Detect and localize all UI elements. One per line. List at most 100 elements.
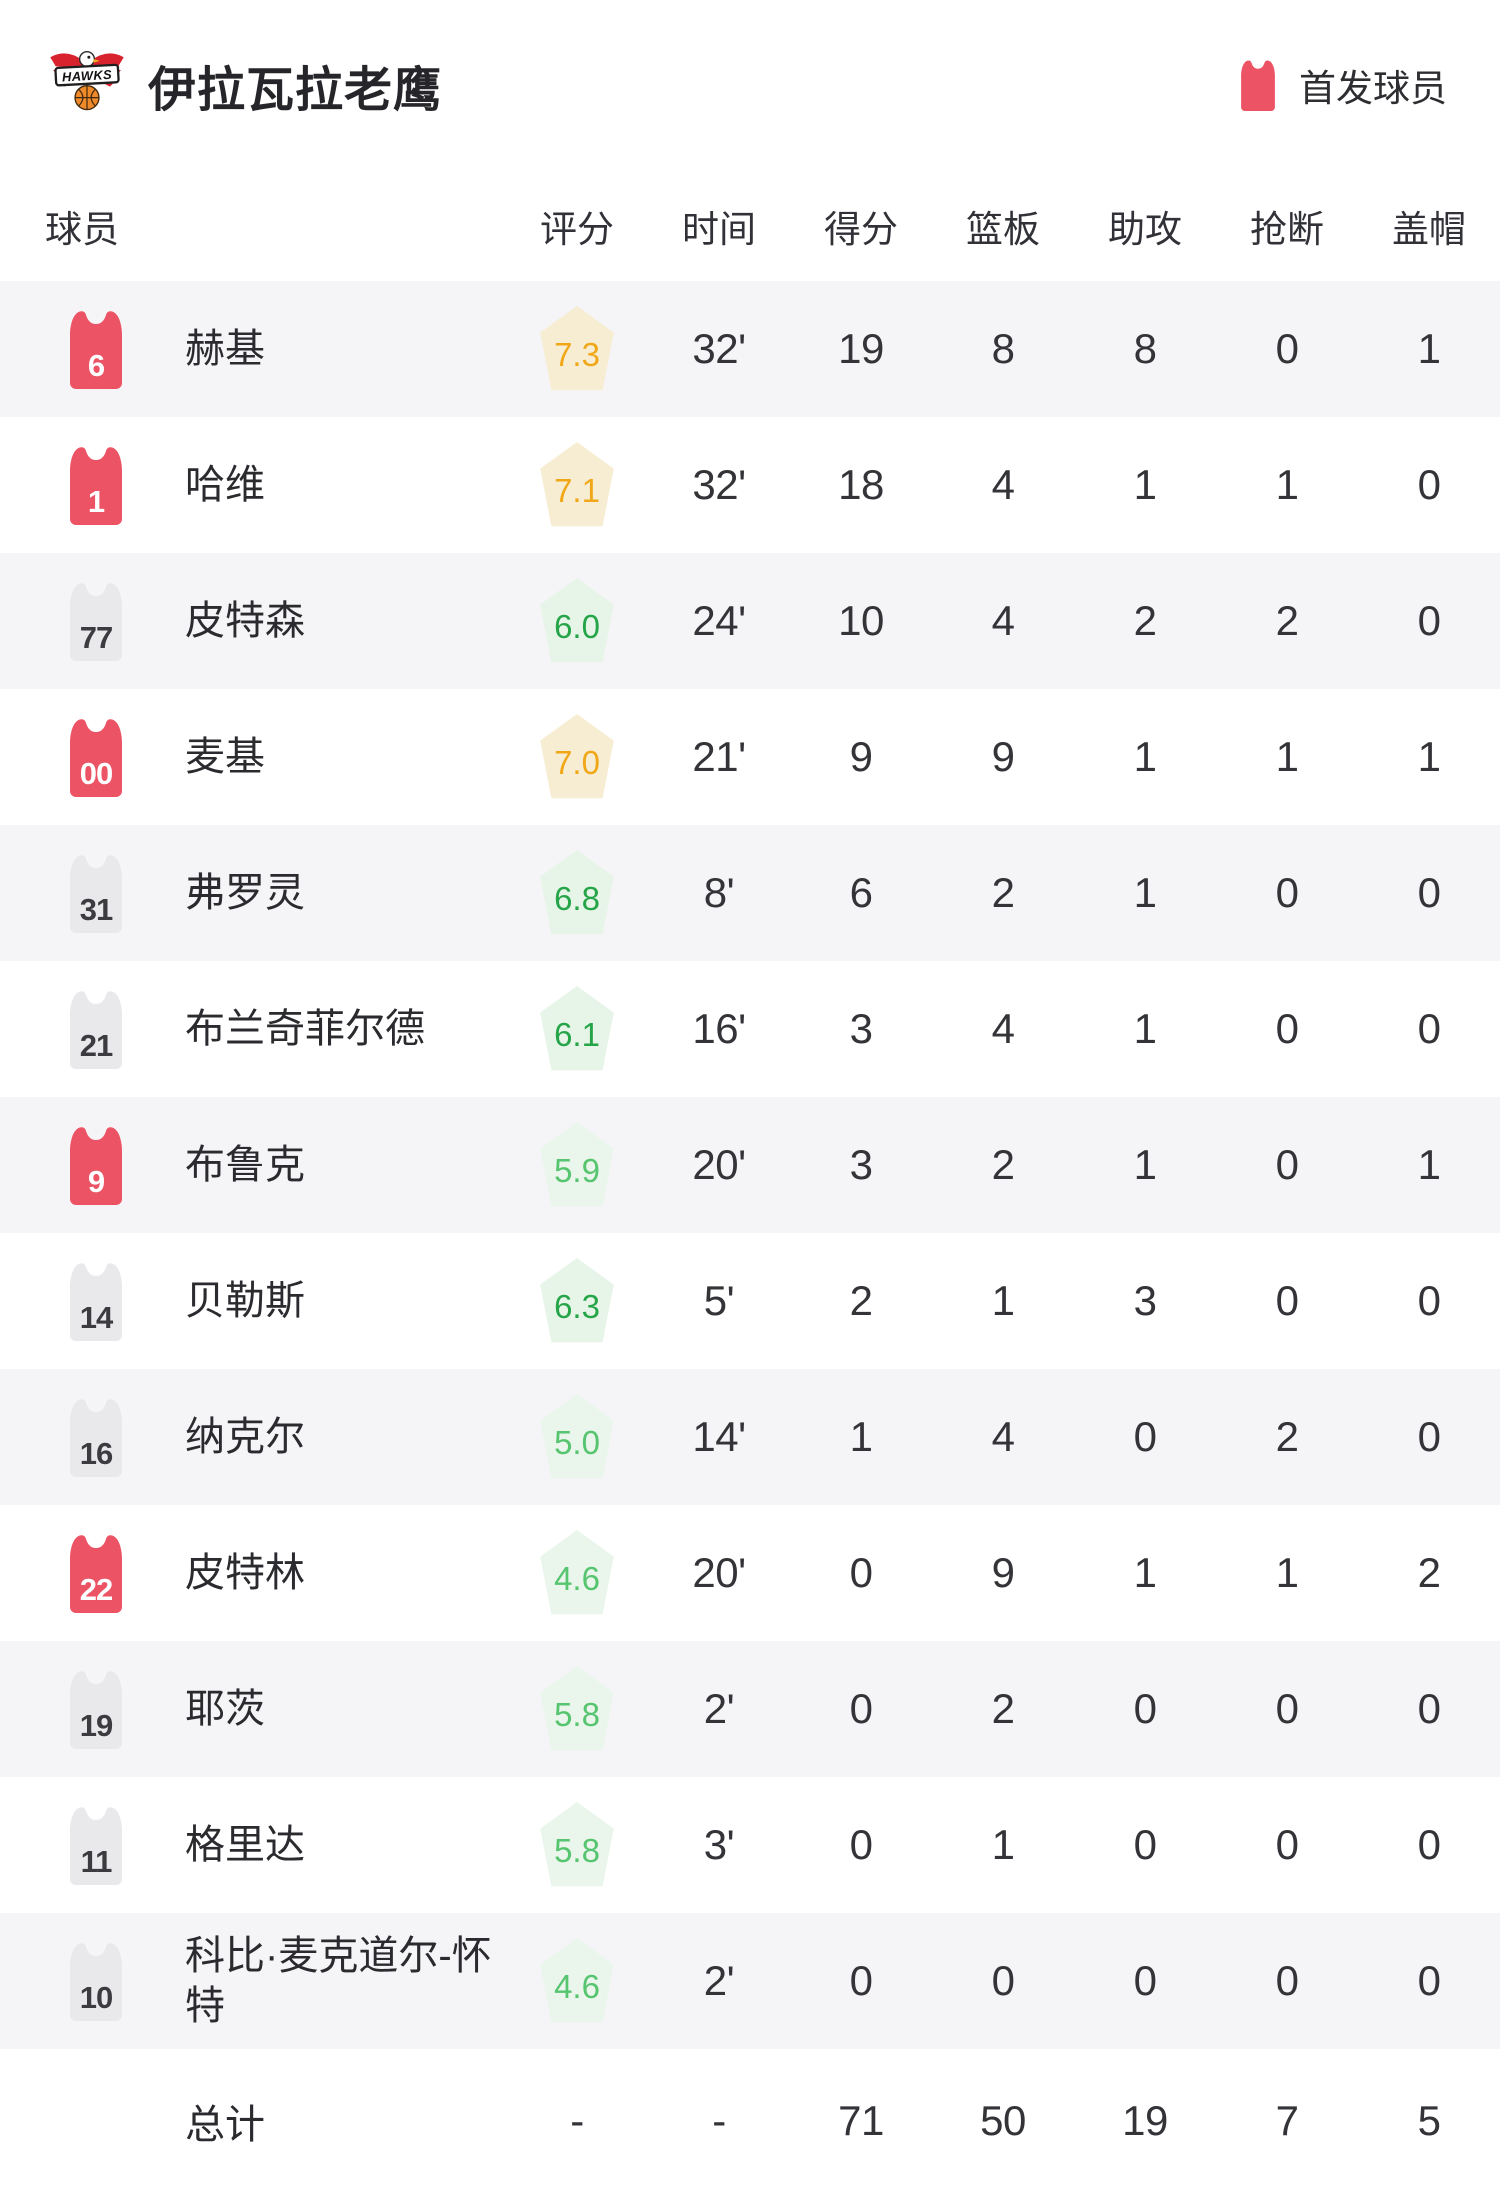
rebounds-cell: 9 — [991, 733, 1015, 780]
steals-cell: 2 — [1275, 597, 1299, 644]
rebounds-cell: 4 — [991, 1413, 1015, 1460]
player-name: 科比·麦克道尔-怀特 — [185, 1934, 492, 2028]
points-cell: 9 — [849, 733, 873, 780]
team-logo-hawks-icon: HAWKS — [50, 50, 124, 111]
rating-cell: 7.3 — [506, 306, 648, 392]
rebounds-cell: 2 — [991, 869, 1015, 916]
assists-cell: 1 — [1133, 1549, 1157, 1596]
time-cell: 8' — [703, 869, 735, 916]
player-cell: 1 哈维 — [0, 445, 506, 525]
player-cell: 16 纳克尔 — [0, 1397, 506, 1477]
blocks-cell: 0 — [1417, 461, 1441, 508]
team-header: HAWKS 伊拉瓦拉老鹰 首发球员 — [0, 0, 1500, 170]
time-cell: 21' — [692, 733, 746, 780]
time-cell: 14' — [692, 1413, 746, 1460]
player-cell: 11 格里达 — [0, 1805, 506, 1885]
col-header-rebounds: 篮板 — [966, 208, 1040, 250]
time-cell: 32' — [692, 325, 746, 372]
table-row[interactable]: 16 纳克尔 5.0 14' 1 4 0 2 0 — [0, 1369, 1500, 1505]
table-row[interactable]: 22 皮特林 4.6 20' 0 9 1 1 2 — [0, 1505, 1500, 1641]
steals-cell: 0 — [1275, 1685, 1299, 1732]
rating-badge: 7.3 — [540, 306, 614, 391]
steals-cell: 0 — [1275, 1957, 1299, 2004]
rebounds-cell: 4 — [991, 1005, 1015, 1052]
player-name: 弗罗灵 — [185, 871, 305, 915]
jersey-icon: 77 — [62, 581, 130, 661]
table-row[interactable]: 11 格里达 5.8 3' 0 1 0 0 0 — [0, 1777, 1500, 1913]
jersey-number: 11 — [80, 1844, 113, 1879]
steals-cell: 0 — [1275, 1005, 1299, 1052]
rating-badge: 5.8 — [540, 1666, 614, 1751]
points-cell: 19 — [838, 325, 884, 372]
rating-badge: 5.8 — [540, 1802, 614, 1887]
time-cell: 3' — [703, 1821, 735, 1868]
time-cell: 20' — [692, 1549, 746, 1596]
rating-badge: 7.1 — [540, 442, 614, 527]
jersey-number: 16 — [79, 1436, 113, 1471]
rating-cell: 7.1 — [506, 442, 648, 528]
time-cell: 20' — [692, 1141, 746, 1188]
player-name: 皮特森 — [185, 599, 305, 643]
totals-label: 总计 — [185, 2102, 265, 2147]
player-name: 布鲁克 — [185, 1143, 305, 1187]
time-cell: 16' — [692, 1005, 746, 1052]
table-row[interactable]: 10 科比·麦克道尔-怀特 4.6 2' 0 0 0 0 0 — [0, 1913, 1500, 2049]
assists-cell: 0 — [1133, 1413, 1157, 1460]
table-column-headers: 球员 评分 时间 得分 篮板 助攻 抢断 盖帽 — [0, 170, 1500, 281]
points-cell: 6 — [849, 869, 873, 916]
table-row[interactable]: 21 布兰奇菲尔德 6.1 16' 3 4 1 0 0 — [0, 961, 1500, 1097]
time-cell: 2' — [703, 1685, 735, 1732]
totals-assists: 19 — [1122, 2096, 1168, 2144]
rating-cell: 4.6 — [506, 1530, 648, 1616]
rating-cell: 6.8 — [506, 850, 648, 936]
player-cell: 14 贝勒斯 — [0, 1261, 506, 1341]
rating-cell: 4.6 — [506, 1938, 648, 2024]
jersey-number: 19 — [79, 1708, 113, 1743]
rating-badge: 6.0 — [540, 578, 614, 663]
table-row[interactable]: 9 布鲁克 5.9 20' 3 2 1 0 1 — [0, 1097, 1500, 1233]
totals-points: 71 — [838, 2096, 884, 2144]
col-header-steals: 抢断 — [1250, 208, 1324, 250]
jersey-icon: 31 — [62, 853, 130, 933]
table-row[interactable]: 14 贝勒斯 6.3 5' 2 1 3 0 0 — [0, 1233, 1500, 1369]
table-row[interactable]: 1 哈维 7.1 32' 18 4 1 1 0 — [0, 417, 1500, 553]
rating-badge: 6.8 — [540, 850, 614, 935]
points-cell: 3 — [849, 1005, 873, 1052]
player-name: 贝勒斯 — [185, 1279, 305, 1323]
rating-cell: 7.0 — [506, 714, 648, 800]
blocks-cell: 1 — [1417, 1141, 1441, 1188]
team-name-title: 伊拉瓦拉老鹰 — [148, 64, 443, 117]
points-cell: 0 — [849, 1549, 873, 1596]
rating-cell: 6.3 — [506, 1258, 648, 1344]
player-name: 赫基 — [185, 327, 265, 371]
rating-badge: 4.6 — [540, 1530, 614, 1615]
totals-blocks: 5 — [1417, 2096, 1441, 2144]
points-cell: 0 — [849, 1957, 873, 2004]
player-name: 纳克尔 — [185, 1415, 305, 1459]
table-row[interactable]: 31 弗罗灵 6.8 8' 6 2 1 0 0 — [0, 825, 1500, 961]
col-header-time: 时间 — [682, 208, 756, 250]
steals-cell: 1 — [1275, 733, 1299, 780]
rating-cell: 5.0 — [506, 1394, 648, 1480]
points-cell: 0 — [849, 1685, 873, 1732]
points-cell: 18 — [838, 461, 884, 508]
totals-row: 总计 - - 71 50 19 7 5 — [0, 2049, 1500, 2192]
jersey-icon: 00 — [62, 717, 130, 797]
time-cell: 32' — [692, 461, 746, 508]
rebounds-cell: 2 — [991, 1685, 1015, 1732]
blocks-cell: 0 — [1417, 1685, 1441, 1732]
jersey-icon: 22 — [62, 1533, 130, 1613]
table-row[interactable]: 19 耶茨 5.8 2' 0 2 0 0 0 — [0, 1641, 1500, 1777]
player-name: 哈维 — [185, 463, 265, 507]
rating-badge: 5.0 — [540, 1394, 614, 1479]
totals-steals: 7 — [1275, 2096, 1299, 2144]
table-row[interactable]: 77 皮特森 6.0 24' 10 4 2 2 0 — [0, 553, 1500, 689]
col-header-player: 球员 — [45, 208, 119, 250]
table-row[interactable]: 6 赫基 7.3 32' 19 8 8 0 1 — [0, 281, 1500, 417]
rating-cell: 5.8 — [506, 1666, 648, 1752]
jersey-number: 21 — [79, 1028, 113, 1063]
col-header-points: 得分 — [824, 208, 898, 250]
table-row[interactable]: 00 麦基 7.0 21' 9 9 1 1 1 — [0, 689, 1500, 825]
jersey-number: 6 — [87, 348, 105, 383]
player-cell: 9 布鲁克 — [0, 1125, 506, 1205]
